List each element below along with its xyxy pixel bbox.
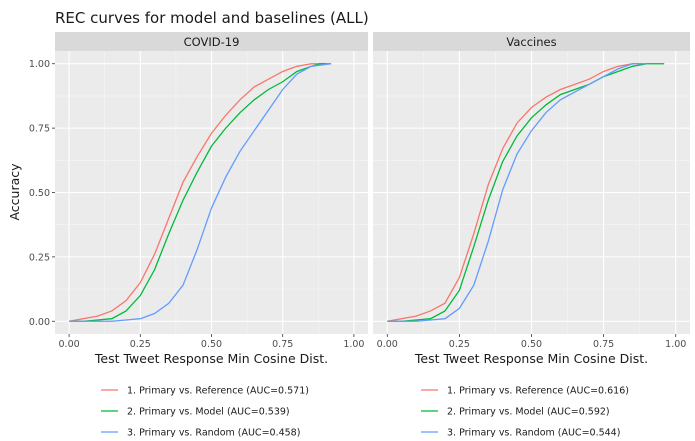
legend-label-2: 2. Primary vs. Model (AUC=0.539) (127, 407, 290, 418)
x-tick-label: 0.50 (201, 339, 222, 350)
series-line-2 (69, 63, 332, 322)
series-line-3 (69, 63, 332, 322)
facet-title: COVID-19 (184, 35, 240, 49)
y-tick-label: 0.00 (29, 317, 50, 328)
x-tick-label: 1.00 (665, 339, 686, 350)
x-axis-label: Test Tweet Response Min Cosine Dist. (94, 351, 328, 366)
x-tick-label: 0.00 (377, 339, 398, 350)
series-line-3 (387, 63, 647, 322)
facet-title: Vaccines (506, 35, 556, 49)
legend: 1. Primary vs. Reference (AUC=0.616) 2. P… (421, 386, 629, 439)
series-line-2 (387, 63, 665, 322)
x-axis-label: Test Tweet Response Min Cosine Dist. (414, 351, 648, 366)
y-tick-label: 1.00 (29, 59, 50, 70)
series-line-1 (68, 63, 326, 322)
legend-label-1: 1. Primary vs. Reference (AUC=0.571) (127, 386, 309, 397)
facet-panel-0: COVID-19 0.00 0.25 0.50 0.75 1.00 0.00 0.25 0.50… (29, 32, 368, 366)
x-tick-label: 1.00 (343, 339, 364, 350)
y-tick-label: 0.50 (29, 188, 50, 199)
y-tick-label: 0.75 (29, 124, 50, 135)
legend-label-3: 3. Primary vs. Random (AUC=0.544) (447, 428, 620, 438)
facet-panel-1: Vaccines 0.00 0.25 0.50 0.75 1.00 Test Tweet R… (373, 32, 690, 366)
legend-label-2: 2. Primary vs. Model (AUC=0.592) (447, 407, 610, 418)
series-line-1 (387, 63, 647, 322)
legend-label-3: 3. Primary vs. Random (AUC=0.458) (127, 428, 300, 438)
x-tick-label: 0.75 (272, 339, 293, 350)
facet-strip (55, 32, 368, 51)
chart-title: REC curves for model and baselines (ALL) (55, 9, 369, 27)
y-tick-label: 0.25 (29, 252, 50, 263)
x-tick-label: 0.25 (130, 339, 151, 350)
y-axis-label: Accuracy (7, 163, 22, 221)
x-tick-label: 0.75 (593, 339, 614, 350)
legend-label-1: 1. Primary vs. Reference (AUC=0.616) (447, 386, 629, 397)
x-tick-label: 0.25 (449, 339, 470, 350)
facet-strip (373, 32, 690, 51)
legend: 1. Primary vs. Reference (AUC=0.571) 2. P… (101, 386, 309, 439)
x-tick-label: 0.00 (59, 339, 80, 350)
x-tick-label: 0.50 (521, 339, 542, 350)
